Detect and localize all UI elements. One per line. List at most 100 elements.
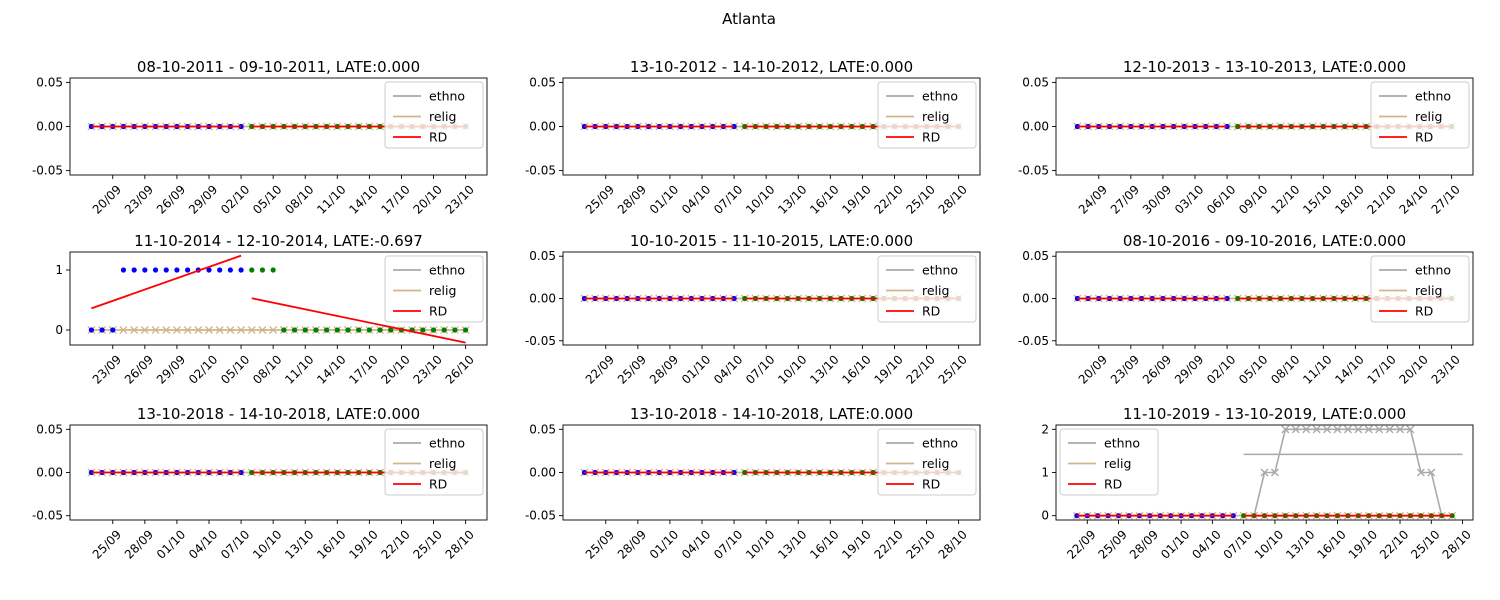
legend-label: ethno bbox=[922, 263, 958, 278]
x-tick-label: 28/09 bbox=[615, 182, 649, 216]
ethno-marker bbox=[1260, 468, 1269, 477]
subplot-9: 11-10-2019 - 13-10-2019, LATE:0.000 2 1 0 22… bbox=[1041, 405, 1474, 562]
y-tick: -0.05 bbox=[1018, 164, 1056, 178]
ethno-marker bbox=[1375, 425, 1384, 434]
x-tick: 24/10 bbox=[1397, 175, 1431, 217]
x-tick-label: 25/09 bbox=[90, 527, 124, 561]
relig-marker bbox=[172, 326, 181, 334]
after-point bbox=[356, 327, 362, 333]
x-tick-label: 14/10 bbox=[314, 352, 348, 386]
subplot-1: 08-10-2011 - 09-10-2011, LATE:0.000 0.05 0… bbox=[32, 58, 488, 217]
before-point bbox=[217, 267, 223, 273]
subplot-title: 13-10-2012 - 14-10-2012, LATE:0.000 bbox=[630, 58, 913, 76]
x-tick-label: 22/10 bbox=[871, 527, 905, 561]
legend-label: RD bbox=[1104, 477, 1122, 492]
legend-label: relig bbox=[1104, 456, 1131, 471]
x-tick-label: 27/09 bbox=[1108, 182, 1142, 216]
legend-box bbox=[384, 428, 484, 496]
x-tick: 18/10 bbox=[1332, 175, 1367, 217]
relig-marker bbox=[205, 326, 213, 334]
y-tick: 0.00 bbox=[1022, 120, 1056, 134]
x-tick: 04/10 bbox=[1189, 520, 1224, 562]
x-tick-label: 22/10 bbox=[904, 352, 938, 386]
x-tick: 22/10 bbox=[871, 520, 906, 562]
y-tick: 0 bbox=[1041, 509, 1056, 523]
x-tick: 29/09 bbox=[1172, 345, 1206, 387]
x-tick: 16/10 bbox=[807, 175, 842, 217]
y-tick: 0.00 bbox=[529, 120, 563, 134]
x-tick: 28/09 bbox=[1127, 520, 1161, 562]
x-tick-label: 09/10 bbox=[1236, 182, 1270, 216]
legend-label: ethno bbox=[922, 89, 958, 104]
legend-label: relig bbox=[429, 283, 456, 298]
ethno-marker bbox=[1427, 468, 1436, 477]
ethno-marker bbox=[1281, 425, 1290, 434]
after-point bbox=[345, 327, 351, 333]
relig-marker bbox=[119, 326, 128, 334]
x-tick-label: 28/09 bbox=[647, 352, 681, 386]
x-tick: 17/10 bbox=[346, 345, 381, 387]
y-tick: -0.05 bbox=[525, 334, 563, 348]
y-tick: -0.05 bbox=[32, 509, 70, 523]
y-tick: 0.05 bbox=[529, 249, 563, 263]
x-tick: 21/10 bbox=[1364, 175, 1399, 217]
legend-label: ethno bbox=[1415, 263, 1451, 278]
after-point bbox=[249, 267, 255, 273]
ethno-marker bbox=[1333, 425, 1342, 434]
x-tick-label: 28/09 bbox=[122, 527, 156, 561]
x-tick-label: 26/09 bbox=[154, 182, 188, 216]
x-tick: 04/10 bbox=[186, 520, 220, 562]
y-tick-label: -0.05 bbox=[32, 164, 63, 178]
before-point bbox=[238, 267, 244, 273]
y-tick: -0.05 bbox=[525, 164, 563, 178]
x-tick: 25/09 bbox=[615, 345, 649, 387]
y-tick-label: 0.00 bbox=[1022, 292, 1049, 306]
y-tick-label: -0.05 bbox=[525, 334, 556, 348]
x-tick: 20/09 bbox=[1076, 345, 1110, 387]
x-tick: 11/10 bbox=[1300, 345, 1335, 387]
legend-box bbox=[384, 255, 484, 323]
x-tick: 08/10 bbox=[1268, 345, 1303, 387]
y-tick-label: 0.05 bbox=[529, 422, 556, 436]
x-tick-label: 14/10 bbox=[1332, 352, 1366, 386]
x-tick: 20/10 bbox=[378, 345, 413, 387]
subplot-title: 12-10-2013 - 13-10-2013, LATE:0.000 bbox=[1123, 58, 1406, 76]
x-tick-label: 19/10 bbox=[839, 527, 873, 561]
x-tick-label: 07/10 bbox=[1221, 527, 1255, 561]
legend: ethno relig RD bbox=[1370, 255, 1470, 323]
x-tick: 13/10 bbox=[775, 520, 810, 562]
x-tick: 01/10 bbox=[154, 520, 188, 562]
x-tick-label: 13/10 bbox=[775, 182, 809, 216]
x-tick-label: 20/09 bbox=[90, 182, 124, 216]
y-tick: 0.00 bbox=[529, 466, 563, 480]
ethno-marker bbox=[1396, 425, 1405, 434]
x-tick-label: 20/09 bbox=[1076, 352, 1110, 386]
x-tick: 14/10 bbox=[314, 345, 349, 387]
rd-line bbox=[251, 297, 466, 344]
x-tick-label: 25/10 bbox=[411, 527, 445, 561]
legend-label: ethno bbox=[1104, 436, 1140, 451]
x-tick-label: 04/10 bbox=[1189, 527, 1223, 561]
x-tick-label: 24/10 bbox=[1397, 182, 1431, 216]
x-tick: 08/10 bbox=[250, 345, 284, 387]
after-point bbox=[377, 327, 383, 333]
x-tick: 16/10 bbox=[1314, 520, 1349, 562]
x-tick: 06/10 bbox=[1204, 175, 1238, 217]
x-tick: 23/10 bbox=[1429, 345, 1463, 387]
legend: ethno relig RD bbox=[877, 255, 977, 323]
after-point bbox=[324, 327, 330, 333]
x-tick: 14/10 bbox=[346, 175, 381, 217]
x-tick: 26/09 bbox=[1140, 345, 1174, 387]
x-tick: 22/10 bbox=[1377, 520, 1411, 562]
x-tick-label: 08/10 bbox=[1268, 352, 1302, 386]
x-tick: 22/10 bbox=[378, 520, 413, 562]
x-tick: 22/09 bbox=[583, 345, 617, 387]
x-tick: 25/10 bbox=[411, 520, 445, 562]
before-point bbox=[152, 267, 159, 273]
legend-label: relig bbox=[922, 109, 949, 124]
x-tick-label: 07/10 bbox=[743, 352, 777, 386]
relig-marker bbox=[162, 326, 171, 334]
x-tick: 07/10 bbox=[711, 175, 745, 217]
x-tick: 01/10 bbox=[679, 345, 713, 387]
x-tick: 20/10 bbox=[411, 175, 445, 217]
